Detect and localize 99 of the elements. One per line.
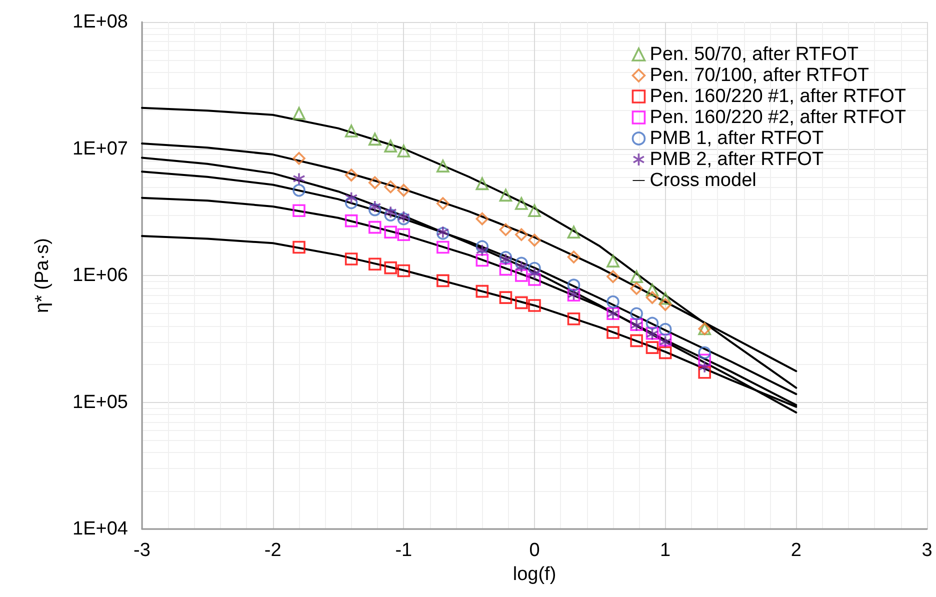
point	[292, 107, 306, 120]
point	[646, 291, 659, 304]
point	[658, 322, 672, 336]
point	[567, 250, 580, 264]
point	[344, 214, 358, 228]
point	[499, 262, 512, 276]
x-tick-label: 0	[529, 540, 540, 561]
point	[384, 206, 397, 219]
point	[499, 291, 512, 304]
point	[606, 326, 620, 339]
point	[292, 204, 306, 218]
legend-label: Cross model	[650, 170, 756, 191]
point	[292, 172, 306, 186]
legend-label: Pen. 50/70, after RTFOT	[650, 44, 859, 65]
x-tick-label: -2	[264, 540, 282, 561]
point	[344, 252, 358, 266]
point	[436, 197, 450, 210]
point	[528, 273, 541, 286]
point	[476, 212, 489, 226]
point	[368, 176, 382, 190]
point	[368, 220, 382, 234]
point	[436, 160, 450, 172]
point	[630, 282, 643, 295]
point	[606, 254, 620, 268]
point	[698, 360, 711, 374]
point	[646, 341, 659, 354]
point	[397, 228, 410, 242]
point	[292, 240, 306, 254]
point	[384, 180, 397, 194]
point	[528, 204, 541, 218]
point	[515, 269, 528, 282]
point	[698, 346, 711, 360]
y-tick-label: 1E+04	[72, 518, 128, 540]
x-axis-title: log(f)	[512, 564, 556, 585]
point	[476, 284, 489, 298]
point	[528, 262, 541, 275]
x-tick-label: 3	[922, 540, 932, 561]
point	[658, 292, 672, 305]
point	[515, 260, 528, 274]
point	[397, 144, 410, 158]
point	[292, 184, 306, 197]
point	[368, 132, 382, 146]
point	[698, 366, 711, 379]
legend-label: Pen. 160/220 #1, after RTFOT	[650, 86, 906, 107]
point	[344, 124, 358, 138]
legend-label: PMB 1, after RTFOT	[650, 128, 824, 149]
x-tick-label: 2	[790, 540, 802, 561]
x-tick-label: 1	[660, 540, 671, 561]
point	[698, 354, 711, 367]
point	[630, 334, 643, 348]
y-tick-label: 1E+06	[72, 265, 128, 286]
x-tick-label: -1	[395, 540, 412, 561]
point	[476, 244, 489, 257]
point	[368, 200, 382, 213]
point	[476, 177, 489, 190]
point	[567, 226, 580, 238]
point	[606, 270, 620, 284]
point	[384, 261, 397, 274]
legend-label: Pen. 160/220 #2, after RTFOT	[650, 107, 906, 128]
point	[567, 312, 580, 326]
point	[384, 140, 397, 152]
legend-label: PMB 2, after RTFOT	[650, 149, 824, 170]
point	[476, 240, 489, 254]
point	[368, 203, 382, 216]
point	[528, 299, 541, 312]
point	[499, 188, 512, 202]
point	[499, 223, 512, 236]
point	[384, 226, 397, 238]
point	[476, 254, 489, 267]
point	[646, 316, 659, 330]
point	[344, 196, 358, 210]
point	[630, 307, 643, 320]
x-tick-label: -3	[134, 540, 150, 561]
legend-label: Pen. 70/100, after RTFOT	[650, 65, 870, 86]
y-tick-label: 1E+05	[72, 392, 128, 413]
point	[436, 274, 450, 288]
point	[630, 270, 643, 284]
y-tick-label: 1E+07	[72, 138, 128, 160]
y-tick-label: 1E+08	[72, 12, 128, 32]
point	[646, 283, 659, 296]
point	[368, 258, 382, 271]
point	[515, 228, 528, 242]
point	[658, 346, 672, 360]
point	[384, 208, 397, 222]
point	[515, 197, 528, 210]
point	[344, 191, 358, 204]
point	[397, 184, 410, 197]
point	[515, 296, 528, 310]
point	[528, 234, 541, 247]
point	[567, 278, 580, 292]
point	[606, 295, 620, 308]
point	[528, 266, 541, 280]
point	[436, 240, 450, 254]
point	[397, 264, 410, 278]
point	[344, 168, 358, 182]
y-axis-title: η* (Pa·s)	[32, 238, 53, 313]
point	[292, 152, 306, 165]
point	[658, 298, 672, 311]
point	[515, 256, 528, 270]
